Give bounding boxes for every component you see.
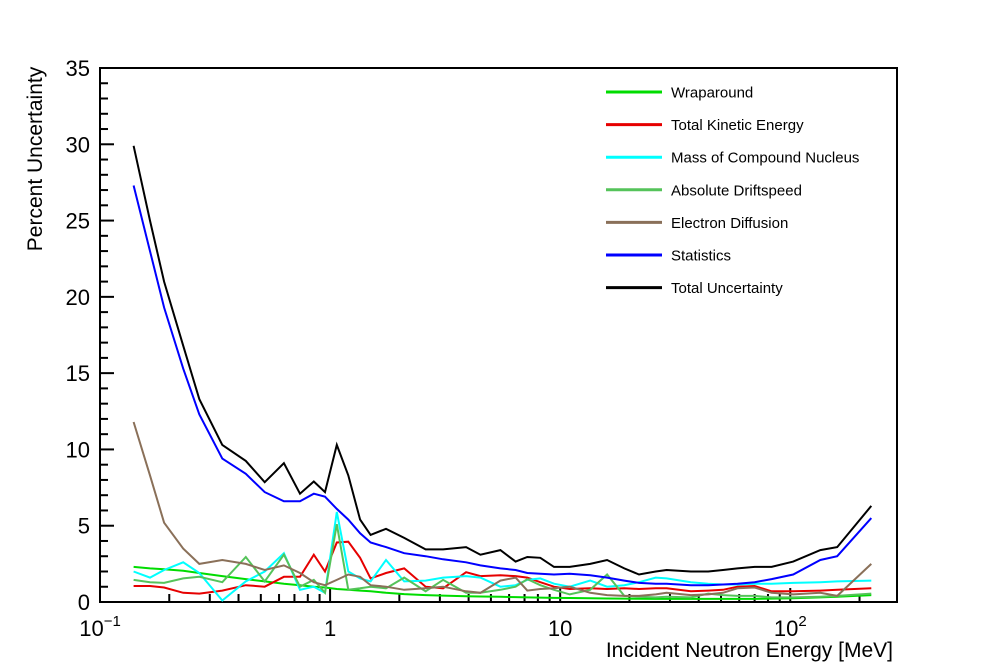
- x-tick-label: 102: [774, 613, 807, 641]
- x-axis-ticks: [99, 588, 861, 602]
- legend-item-total-uncertainty: Total Uncertainty: [606, 280, 783, 297]
- y-tick-labels: 0 5 10 15 20 25 30 35: [66, 56, 90, 615]
- x-tick-label: 10−1: [79, 613, 121, 641]
- y-tick-label: 30: [66, 132, 90, 157]
- legend-label-statistics: Statistics: [671, 248, 731, 265]
- y-tick-label: 10: [66, 437, 90, 462]
- legend-item-statistics: Statistics: [606, 248, 731, 265]
- legend-label-electron-diffusion: Electron Diffusion: [671, 215, 788, 232]
- y-axis-title: Percent Uncertainty: [24, 66, 47, 251]
- legend-label-total-uncertainty: Total Uncertainty: [671, 280, 783, 297]
- y-tick-label: 15: [66, 361, 90, 386]
- series-line-total-kinetic-energy: [133, 540, 872, 595]
- series-line-wraparound: [133, 565, 872, 600]
- x-tick-label: 1: [324, 616, 336, 641]
- legend-item-total-kinetic-energy: Total Kinetic Energy: [606, 117, 804, 134]
- y-tick-label: 20: [66, 285, 90, 310]
- legend-item-electron-diffusion: Electron Diffusion: [606, 215, 788, 232]
- legend-label-absolute-driftspeed: Absolute Driftspeed: [671, 182, 802, 199]
- x-tick-label: 10: [548, 616, 572, 641]
- series-line-electron-diffusion: [132, 421, 872, 597]
- series-line-total-uncertainty: [132, 145, 873, 576]
- legend-label-wraparound: Wraparound: [671, 85, 753, 102]
- series-lines: [132, 145, 873, 602]
- legend-item-mass-of-compound-nucleus: Mass of Compound Nucleus: [606, 150, 859, 167]
- y-tick-label: 25: [66, 209, 90, 234]
- legend-label-total-kinetic-energy: Total Kinetic Energy: [671, 117, 804, 134]
- legend: Wraparound Total Kinetic Energy Mass of Co…: [606, 85, 859, 297]
- legend-item-absolute-driftspeed: Absolute Driftspeed: [606, 182, 802, 199]
- y-axis-ticks: [100, 67, 114, 603]
- x-tick-labels: 10−1 1 10 102: [79, 613, 806, 641]
- y-tick-label: 5: [78, 514, 90, 539]
- x-axis-title: Incident Neutron Energy [MeV]: [606, 639, 893, 662]
- y-tick-label: 0: [78, 590, 90, 615]
- plot-frame: [99, 67, 898, 603]
- legend-label-mass-of-compound-nucleus: Mass of Compound Nucleus: [671, 150, 859, 167]
- series-line-statistics: [132, 185, 873, 587]
- legend-item-wraparound: Wraparound: [606, 85, 753, 102]
- y-tick-label: 35: [66, 56, 90, 81]
- series-line-absolute-driftspeed: [133, 524, 872, 599]
